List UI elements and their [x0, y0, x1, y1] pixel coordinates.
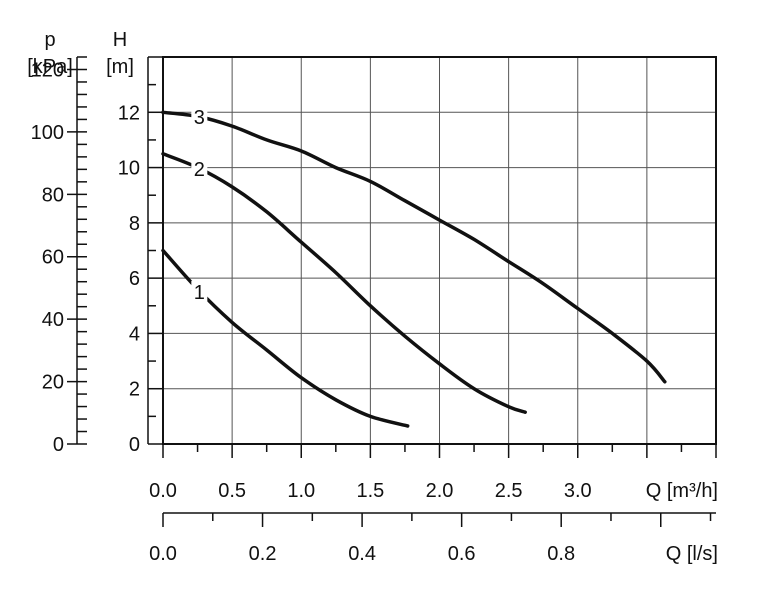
- q-ls-tick-label: 0.0: [149, 543, 177, 565]
- h-tick-label: 12: [118, 102, 140, 124]
- p-tick-label: 60: [42, 247, 64, 269]
- p-tick-label: 80: [42, 184, 64, 206]
- q-ls-tick-label: 0.6: [448, 543, 476, 565]
- curve-label-bg-1: [191, 280, 208, 303]
- grid: [163, 56, 717, 444]
- q-ls-tick-label: 0.8: [547, 543, 575, 565]
- h-axis-unit: [m]: [106, 56, 134, 78]
- p-tick-label: 40: [42, 309, 64, 331]
- h-tick-label: 8: [129, 213, 140, 235]
- series: [161, 110, 667, 428]
- curve-3: [161, 110, 667, 384]
- q-m3h-tick-label: 1.5: [356, 480, 384, 502]
- h-tick-label: 10: [118, 158, 140, 180]
- curve-label-2: 2: [194, 159, 205, 181]
- p-axis-title: p: [44, 29, 55, 51]
- labels: 1 2 3: [191, 106, 208, 304]
- curve-2: [161, 152, 527, 414]
- curve-label-bg-2: [191, 158, 208, 181]
- h-axis-title: H: [113, 29, 127, 51]
- q-m3h-tick-label: 2.0: [426, 480, 454, 502]
- q-m3h-tick-label: 0.5: [218, 480, 246, 502]
- p-tick-label: 100: [31, 122, 64, 144]
- h-tick-label: 4: [129, 323, 140, 345]
- p-tick-label: 120: [31, 59, 64, 81]
- h-tick-label: 2: [129, 379, 140, 401]
- curve-label-3: 3: [194, 107, 205, 129]
- q-ls-tick-label: 0.2: [249, 543, 277, 565]
- curve-label-bg-3: [191, 106, 208, 129]
- q-m3h-tick-label: 0.0: [149, 480, 177, 502]
- q-m3h-tick-label: 2.5: [495, 480, 523, 502]
- q-m3h-tick-label: 3.0: [564, 480, 592, 502]
- h-tick-label: 6: [129, 268, 140, 290]
- p-tick-label: 0: [53, 434, 64, 456]
- q-m3h-axis-title: Q [m³/h]: [646, 480, 718, 502]
- p-axis-unit: [kPa]: [27, 56, 73, 78]
- q-ls-tick-label: 0.4: [348, 543, 376, 565]
- p-tick-label: 20: [42, 372, 64, 394]
- q-m3h-tick-label: 1.0: [287, 480, 315, 502]
- h-tick-label: 0: [129, 434, 140, 456]
- curve-1: [161, 248, 410, 428]
- curve-label-1: 1: [194, 282, 205, 304]
- q-ls-axis-title: Q [l/s]: [666, 543, 718, 565]
